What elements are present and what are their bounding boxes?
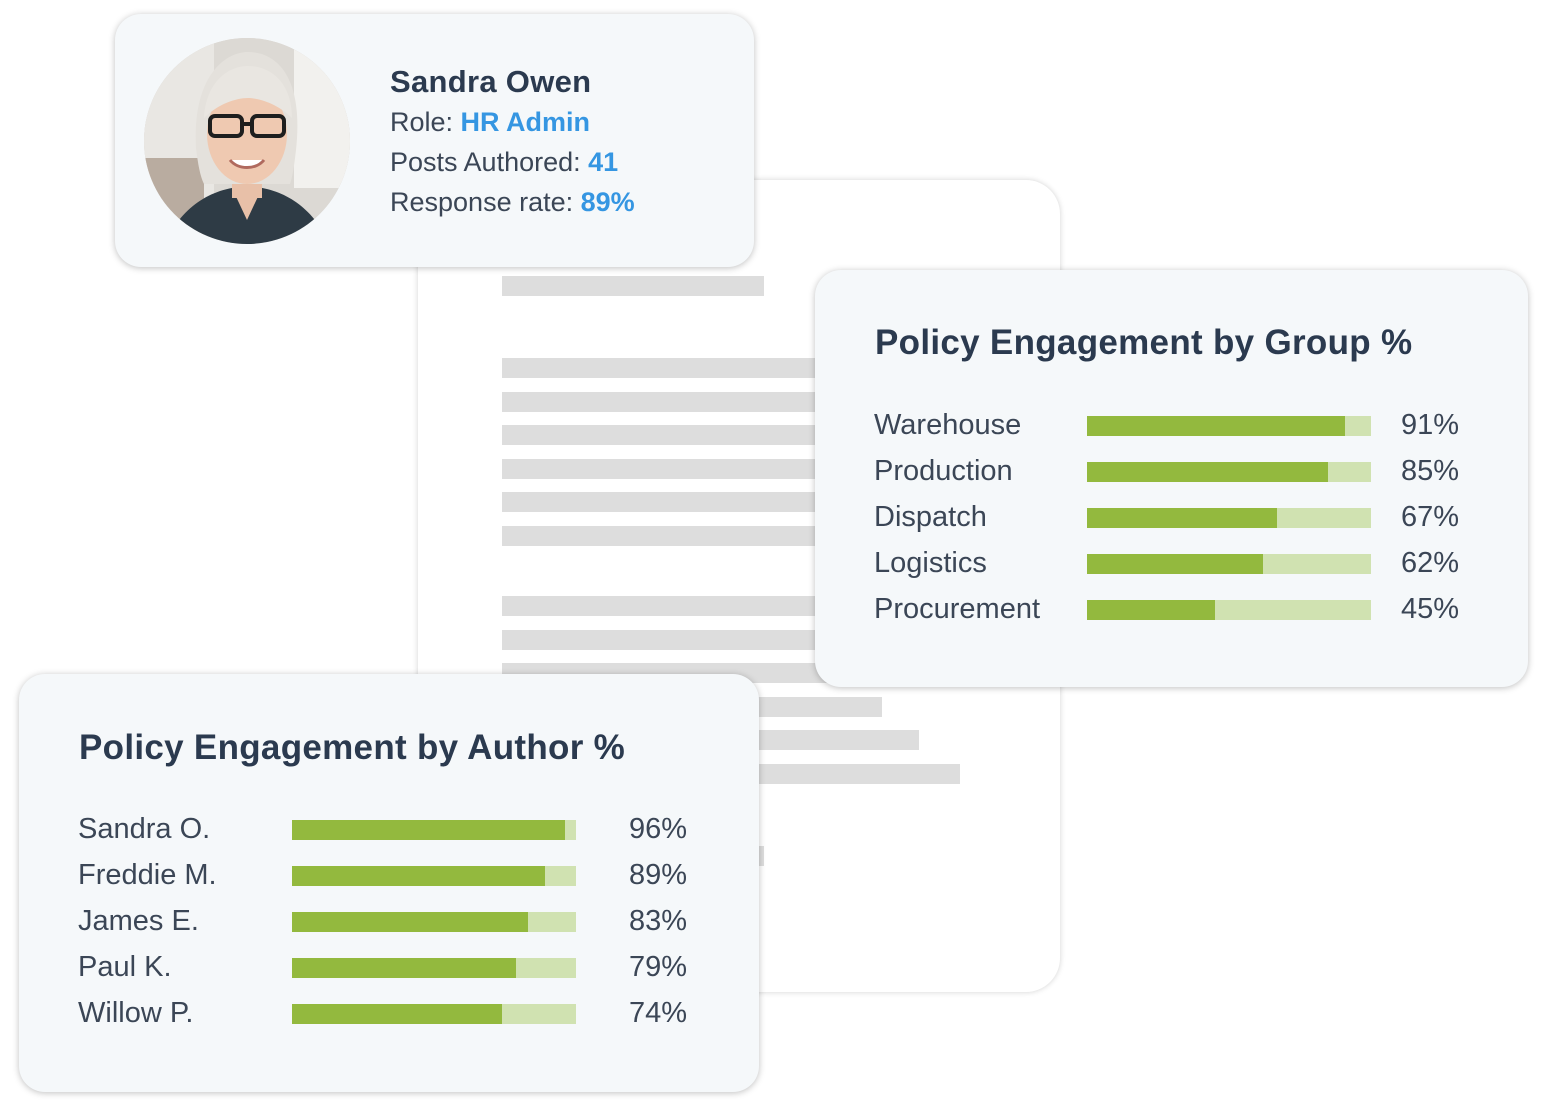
bar-track xyxy=(1087,554,1371,574)
bar-track xyxy=(292,866,576,886)
bar-fill xyxy=(292,1004,503,1024)
author-chart-title: Policy Engagement by Author % xyxy=(79,728,626,767)
bar-row: Freddie M. 89% xyxy=(78,858,719,904)
text-placeholder-line xyxy=(502,459,832,479)
bar-track xyxy=(1087,508,1371,528)
bar-fill xyxy=(292,820,565,840)
text-placeholder-line xyxy=(502,392,832,412)
profile-response-rate: Response rate: 89% xyxy=(390,182,635,222)
role-label: Role: xyxy=(390,107,454,137)
response-value: 89% xyxy=(580,187,635,217)
text-placeholder-line xyxy=(502,596,832,616)
group-engagement-card: Policy Engagement by Group % Warehouse 91… xyxy=(815,270,1528,687)
bar-row: James E. 83% xyxy=(78,904,719,950)
profile-posts: Posts Authored: 41 xyxy=(390,142,635,182)
bar-fill xyxy=(1087,600,1215,620)
bar-row: Sandra O. 96% xyxy=(78,812,719,858)
avatar xyxy=(144,38,350,244)
bar-value-label: 91% xyxy=(1401,409,1460,441)
bar-value-label: 45% xyxy=(1401,593,1460,625)
bar-fill xyxy=(1087,462,1329,482)
bar-fill xyxy=(1087,554,1264,574)
bar-track xyxy=(1087,416,1371,436)
bar-fill xyxy=(292,958,517,978)
group-chart-title: Policy Engagement by Group % xyxy=(875,323,1413,362)
bar-row: Willow P. 74% xyxy=(78,996,719,1042)
bar-track xyxy=(292,912,576,932)
bar-label: Warehouse xyxy=(874,409,1022,441)
text-placeholder-line xyxy=(502,526,832,546)
posts-label: Posts Authored: xyxy=(390,147,581,177)
bar-row: Paul K. 79% xyxy=(78,950,719,996)
bar-value-label: 96% xyxy=(629,813,688,845)
bar-track xyxy=(1087,600,1371,620)
bar-label: Willow P. xyxy=(78,997,194,1029)
bar-row: Procurement 45% xyxy=(874,592,1491,638)
profile-name: Sandra Owen xyxy=(390,64,592,99)
bar-label: Production xyxy=(874,455,1013,487)
bar-label: Logistics xyxy=(874,547,987,579)
bar-value-label: 74% xyxy=(629,997,688,1029)
bar-row: Dispatch 67% xyxy=(874,500,1491,546)
bar-track xyxy=(292,1004,576,1024)
text-placeholder-line xyxy=(502,276,764,296)
bar-value-label: 79% xyxy=(629,951,688,983)
posts-value: 41 xyxy=(588,147,619,177)
bar-row: Warehouse 91% xyxy=(874,408,1491,454)
bar-fill xyxy=(292,866,545,886)
text-placeholder-line xyxy=(502,358,832,378)
bar-value-label: 89% xyxy=(629,859,688,891)
response-label: Response rate: xyxy=(390,187,574,217)
text-placeholder-line xyxy=(502,630,832,650)
bar-value-label: 85% xyxy=(1401,455,1460,487)
text-placeholder-line xyxy=(502,425,832,445)
bar-fill xyxy=(1087,416,1346,436)
bar-row: Logistics 62% xyxy=(874,546,1491,592)
bar-label: Procurement xyxy=(874,593,1041,625)
bar-fill xyxy=(292,912,528,932)
bar-track xyxy=(292,820,576,840)
bar-label: Dispatch xyxy=(874,501,987,533)
bar-track xyxy=(1087,462,1371,482)
profile-card: Sandra Owen Role: HR Admin Posts Authore… xyxy=(115,14,754,267)
bar-label: James E. xyxy=(78,905,199,937)
bar-label: Paul K. xyxy=(78,951,172,983)
bar-value-label: 83% xyxy=(629,905,688,937)
bar-label: Sandra O. xyxy=(78,813,211,845)
bar-value-label: 67% xyxy=(1401,501,1460,533)
bar-value-label: 62% xyxy=(1401,547,1460,579)
text-placeholder-line xyxy=(502,492,832,512)
bar-fill xyxy=(1087,508,1278,528)
bar-row: Production 85% xyxy=(874,454,1491,500)
profile-role: Role: HR Admin xyxy=(390,102,635,142)
author-engagement-card: Policy Engagement by Author % Sandra O. 9… xyxy=(19,674,759,1092)
bar-label: Freddie M. xyxy=(78,859,217,891)
role-value: HR Admin xyxy=(460,107,591,137)
bar-track xyxy=(292,958,576,978)
